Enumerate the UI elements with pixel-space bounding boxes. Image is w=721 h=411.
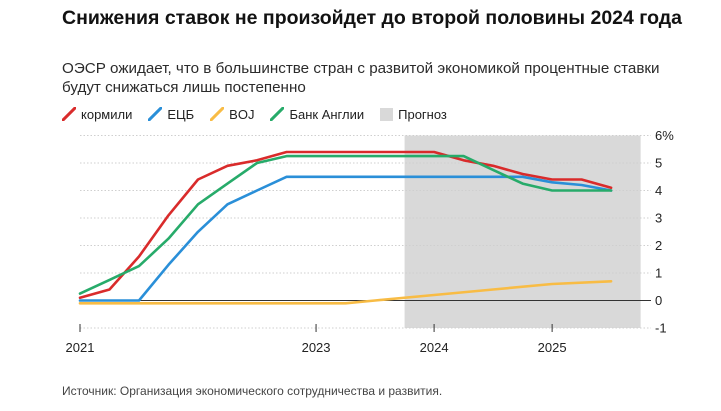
legend-line-fed-icon [62, 107, 76, 121]
legend-item-ecb: ЕЦБ [148, 107, 194, 122]
series-line-2 [78, 280, 613, 305]
forecast-region [404, 135, 641, 328]
y-tick-label-7: -1 [655, 321, 667, 336]
y-tick-label-6: 0 [655, 293, 662, 308]
x-tick-label-2: 2024 [420, 340, 449, 355]
x-tick-label-3: 2025 [538, 340, 567, 355]
legend-item-boe: Банк Англии [270, 107, 364, 122]
legend-item-fed: кормили [62, 107, 132, 122]
legend-line-boj-icon [210, 107, 225, 121]
y-tick-label-1: 5 [655, 156, 662, 171]
forecast-swatch-icon [380, 107, 394, 121]
series-line-1 [78, 175, 613, 302]
y-tick-label-3: 3 [655, 211, 662, 226]
x-tick-label-1: 2023 [302, 340, 331, 355]
series-line-3 [78, 154, 613, 295]
chart-title: Снижения ставок не произойдет до второй … [62, 7, 683, 29]
x-tick-label-0: 2021 [66, 340, 95, 355]
legend-label-forecast: Прогноз [398, 106, 447, 122]
source-note: Источник: Организация экономического сот… [62, 384, 443, 398]
legend-label-fed: кормили [81, 106, 133, 122]
legend-label-ecb: ЕЦБ [167, 106, 195, 122]
y-tick-label-0: 6% [655, 128, 674, 143]
y-tick-label-4: 2 [655, 238, 662, 253]
legend-label-boj: BOJ [229, 106, 255, 122]
legend-line-ecb-icon [148, 107, 163, 121]
series-line-0 [78, 150, 613, 300]
legend-item-boj: BOJ [210, 107, 254, 122]
legend: кормили ЕЦБ BOJ Банк Англии Прогноз [62, 104, 463, 124]
legend-item-forecast: Прогноз [380, 107, 447, 122]
chart-subtitle: ОЭСР ожидает, что в большинстве стран с … [62, 60, 660, 96]
legend-label-boe: Банк Англии [289, 106, 365, 122]
legend-line-boe-icon [270, 107, 285, 121]
y-tick-label-5: 1 [655, 266, 662, 281]
y-tick-label-2: 4 [655, 183, 662, 198]
